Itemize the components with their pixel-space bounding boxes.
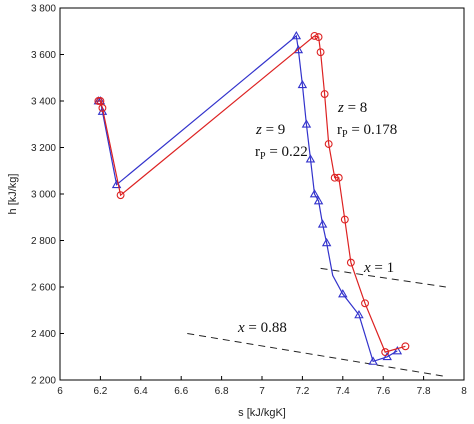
y-tick-label: 2 800 <box>31 236 56 247</box>
series-point <box>401 342 410 351</box>
y-axis-label: h [kJ/kg] <box>7 174 19 215</box>
y-tick-label: 3 200 <box>31 143 56 154</box>
x-axis-label: s [kJ/kgK] <box>238 407 286 419</box>
x-tick-label: 7.8 <box>417 386 431 397</box>
series-point <box>305 154 316 163</box>
blue-rp-annotation: rP = 0.22 <box>255 144 308 162</box>
series-point <box>361 299 369 308</box>
series-point <box>98 104 107 112</box>
data-series <box>93 30 410 365</box>
blue-z-annotation: z = 9 <box>255 122 285 138</box>
axis-ticks: 6 6.2 6.4 6.6 6.8 7 7.2 7.4 7.6 7.8 8 2 200 2 400 2 6… <box>31 4 467 398</box>
series-point <box>314 33 323 42</box>
series-point <box>368 356 378 365</box>
series-point <box>291 30 302 40</box>
series-point <box>94 97 103 105</box>
series-point <box>338 289 348 298</box>
series-line-1 <box>98 35 406 353</box>
series-point <box>96 97 105 105</box>
series-point <box>354 309 364 319</box>
series-point <box>321 237 332 247</box>
y-tick-label: 3 400 <box>31 97 56 108</box>
series-point <box>116 191 125 200</box>
series-point <box>340 215 349 224</box>
series-point <box>316 48 325 57</box>
series-line-0 <box>98 34 398 363</box>
x-equals-088-label: x = 0.88 <box>237 320 287 336</box>
series-point <box>313 196 324 205</box>
series-point <box>334 173 343 182</box>
series-point <box>310 31 319 40</box>
series-point <box>297 79 308 89</box>
y-tick-label: 3 600 <box>31 50 56 61</box>
x-equals-1-label: x = 1 <box>363 260 394 276</box>
x-tick-label: 6.2 <box>93 386 107 397</box>
y-tick-label: 3 800 <box>31 4 56 15</box>
quality-line-1 <box>187 333 446 378</box>
x-tick-label: 7.2 <box>295 386 309 397</box>
y-tick-label: 3 000 <box>31 190 56 201</box>
quality-line-0 <box>320 267 446 288</box>
x-tick-label: 7 <box>259 386 265 397</box>
series-point <box>317 219 328 228</box>
x-tick-label: 6.8 <box>215 386 229 397</box>
y-tick-label: 2 200 <box>31 376 56 387</box>
series-point <box>293 44 304 54</box>
x-tick-label: 6 <box>57 386 63 397</box>
y-tick-label: 2 400 <box>31 329 56 340</box>
red-rp-annotation: rP = 0.178 <box>337 122 397 140</box>
y-tick-label: 2 600 <box>31 283 56 294</box>
red-z-annotation: z = 8 <box>337 100 367 116</box>
x-tick-label: 6.6 <box>174 386 188 397</box>
series-point <box>320 90 329 98</box>
series-point <box>382 351 392 361</box>
reference-lines <box>187 267 446 378</box>
series-point <box>301 119 312 128</box>
x-tick-label: 7.4 <box>336 386 350 397</box>
series-point <box>392 346 403 355</box>
series-point <box>324 140 333 148</box>
x-tick-label: 7.6 <box>376 386 390 397</box>
x-tick-label: 8 <box>461 386 467 397</box>
series-point <box>381 348 390 357</box>
series-point <box>346 258 355 267</box>
x-tick-label: 6.4 <box>134 386 148 397</box>
series-point <box>309 189 320 198</box>
series-point <box>330 173 339 182</box>
